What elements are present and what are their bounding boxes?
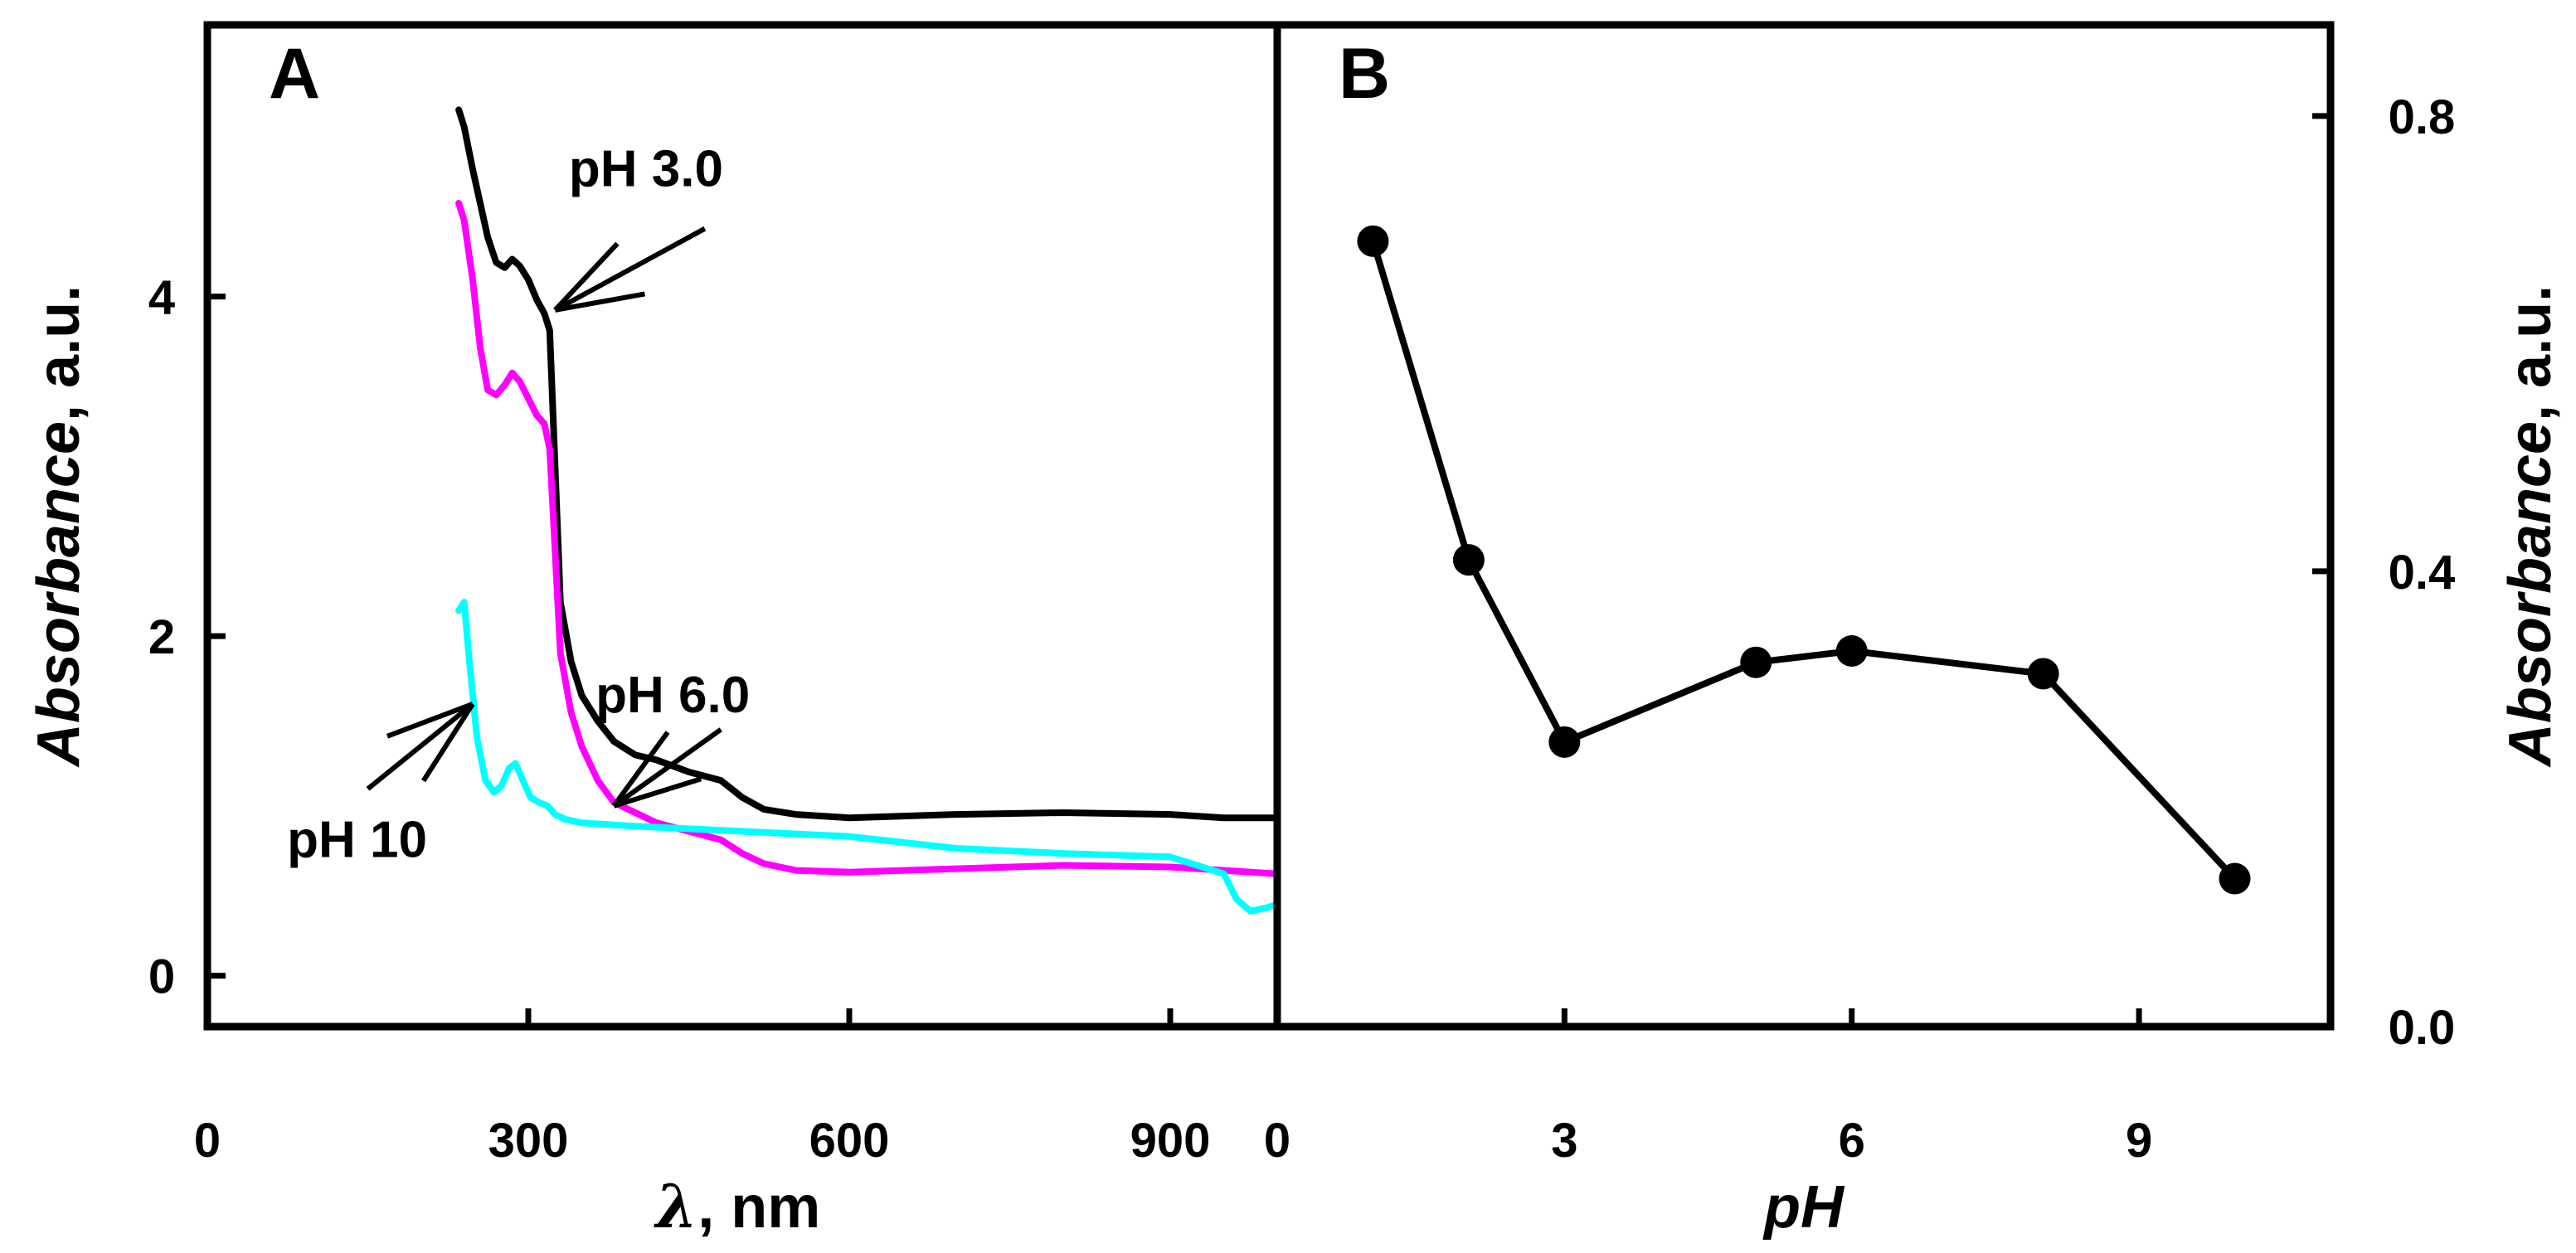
panel-b-series-line [1369,240,2238,881]
panel-a-xtick-label: 900 [1130,1114,1211,1168]
panel-a-xtick-label: 300 [488,1114,569,1168]
panel-a-series-line [455,200,1281,877]
panel-b-data-point [2027,658,2059,690]
panel-b-y-axis-title-italic: Absorbance [2497,421,2564,768]
panel-a-x-axis-unit: , nm [697,1174,820,1241]
panel-a-annotation-arrowhead [611,731,670,808]
panel-b-xtick-label: 9 [2126,1114,2152,1168]
panel-a-ytick-label: 0 [148,950,175,1004]
panel-b-data-point [1357,225,1389,257]
panel-b-letter: B [1339,34,1390,114]
panel-a-annotation-arrow [366,702,474,791]
panel-a-ytick-label: 4 [148,271,175,325]
panel-a-frame [203,21,1281,1031]
panel-b-y-axis-title: Absorbance, a.u. [2497,285,2564,768]
panel-a-ytick-label: 2 [148,610,175,664]
panel-b-xtick-label: 6 [1839,1114,1865,1168]
panel-b-y-axis-title-unit: , a.u. [2497,285,2564,421]
panel-a-series-line [455,599,1281,915]
panel-a-xtick-label: 0 [194,1114,221,1168]
panel-a-annotation-arrowhead [613,776,702,809]
panel-a-y-axis-title-italic: Absorbance [26,421,92,768]
panel-a-annotation-arrow [553,226,707,313]
panel-a-x-axis-symbol: λ [654,1171,697,1241]
panel-b-ytick-label: 0.8 [2389,90,2456,144]
panel-a: 0 300 600 900 0 2 4 pH 3.0 pH 6.0 pH 10 Aλ, nm Abso… [26,21,1281,1241]
panel-a-annotation-arrowhead [421,702,475,783]
panel-a-annotation-label: pH 6.0 [595,667,750,724]
panel-a-annotation-arrowhead [386,702,474,739]
panel-a-annotation-label: pH 3.0 [569,141,723,198]
panel-a-series-line [455,106,1281,822]
panel-b-ytick-label: 0.0 [2389,1001,2456,1055]
panel-b-x-axis-title: pH [1762,1174,1845,1241]
panel-b-data-point [1835,635,1868,667]
panel-a-annotation-arrowhead [554,291,646,313]
panel-a-annotation-label: pH 10 [287,811,427,868]
panel-b-frame [1273,21,2335,1031]
panel-a-x-axis-title: λ, nm [654,1171,821,1241]
panel-b-xtick-label: 3 [1551,1114,1577,1168]
panel-b-data-point [1452,544,1485,576]
panel-b-data-point [1548,726,1581,758]
panel-b-ytick-label: 0.4 [2389,546,2456,600]
panel-a-y-axis-title: Absorbance, a.u. [26,285,92,768]
panel-a-annotation-arrow [612,727,722,809]
panel-b-data-point [2219,862,2251,895]
panel-b-xtick-label: 0 [1264,1114,1290,1168]
panel-b: 0 3 6 9 0.0 0.4 0.8 BpH Absorbance, a.u. [1264,21,2564,1241]
panel-a-xtick-label: 600 [809,1114,890,1168]
panel-b-data-point [1740,646,1772,678]
panel-a-annotation-arrowhead [553,241,620,313]
panel-a-y-axis-title-unit: , a.u. [26,285,92,421]
panel-a-letter: A [269,34,320,114]
